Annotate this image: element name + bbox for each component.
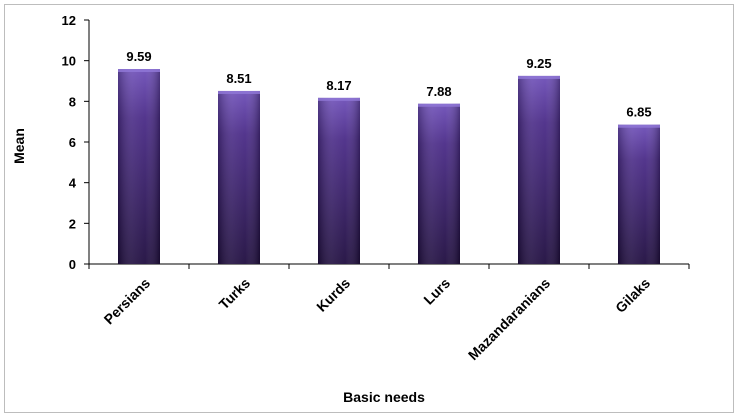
y-tick-label: 0 <box>69 257 76 272</box>
bar-top-highlight <box>118 69 160 73</box>
bar-shading <box>518 75 560 265</box>
category-label: Mazandaranians <box>465 275 553 363</box>
bar-shading <box>618 124 660 264</box>
labels: 9.59 Persians 8.51 Turks 8.17 Kurds 7.88 Lurs 9.… <box>101 49 654 363</box>
bar-shading <box>418 103 460 264</box>
category-label: Gilaks <box>612 275 653 316</box>
bars <box>118 69 660 265</box>
y-tick-label: 2 <box>69 216 76 231</box>
bar-top-highlight <box>218 90 260 94</box>
category-label: Kurds <box>313 275 353 315</box>
bar-top-highlight <box>518 75 560 79</box>
bar-shading <box>118 69 160 265</box>
data-label: 9.59 <box>126 49 151 64</box>
y-tick-label: 8 <box>69 94 76 109</box>
bar-shading <box>318 97 360 264</box>
category-label: Turks <box>216 275 254 313</box>
data-label: 6.85 <box>626 105 651 120</box>
bar-top-highlight <box>618 124 660 128</box>
category-label: Persians <box>101 275 154 328</box>
y-axis-title: Mean <box>11 128 27 164</box>
bar-top-highlight <box>318 97 360 101</box>
data-label: 8.51 <box>226 71 251 86</box>
y-tick-label: 10 <box>62 54 76 69</box>
y-tick-label: 4 <box>69 176 77 191</box>
data-label: 9.25 <box>526 56 551 71</box>
data-label: 7.88 <box>426 84 451 99</box>
y-tick-label: 6 <box>69 135 76 150</box>
bar-top-highlight <box>418 103 460 107</box>
axes: 0 2 4 6 8 10 12 <box>62 13 690 272</box>
y-tick-label: 12 <box>62 13 76 28</box>
bar-shading <box>218 90 260 264</box>
x-axis-title: Basic needs <box>343 389 425 405</box>
data-label: 8.17 <box>326 78 351 93</box>
category-label: Lurs <box>420 275 453 308</box>
